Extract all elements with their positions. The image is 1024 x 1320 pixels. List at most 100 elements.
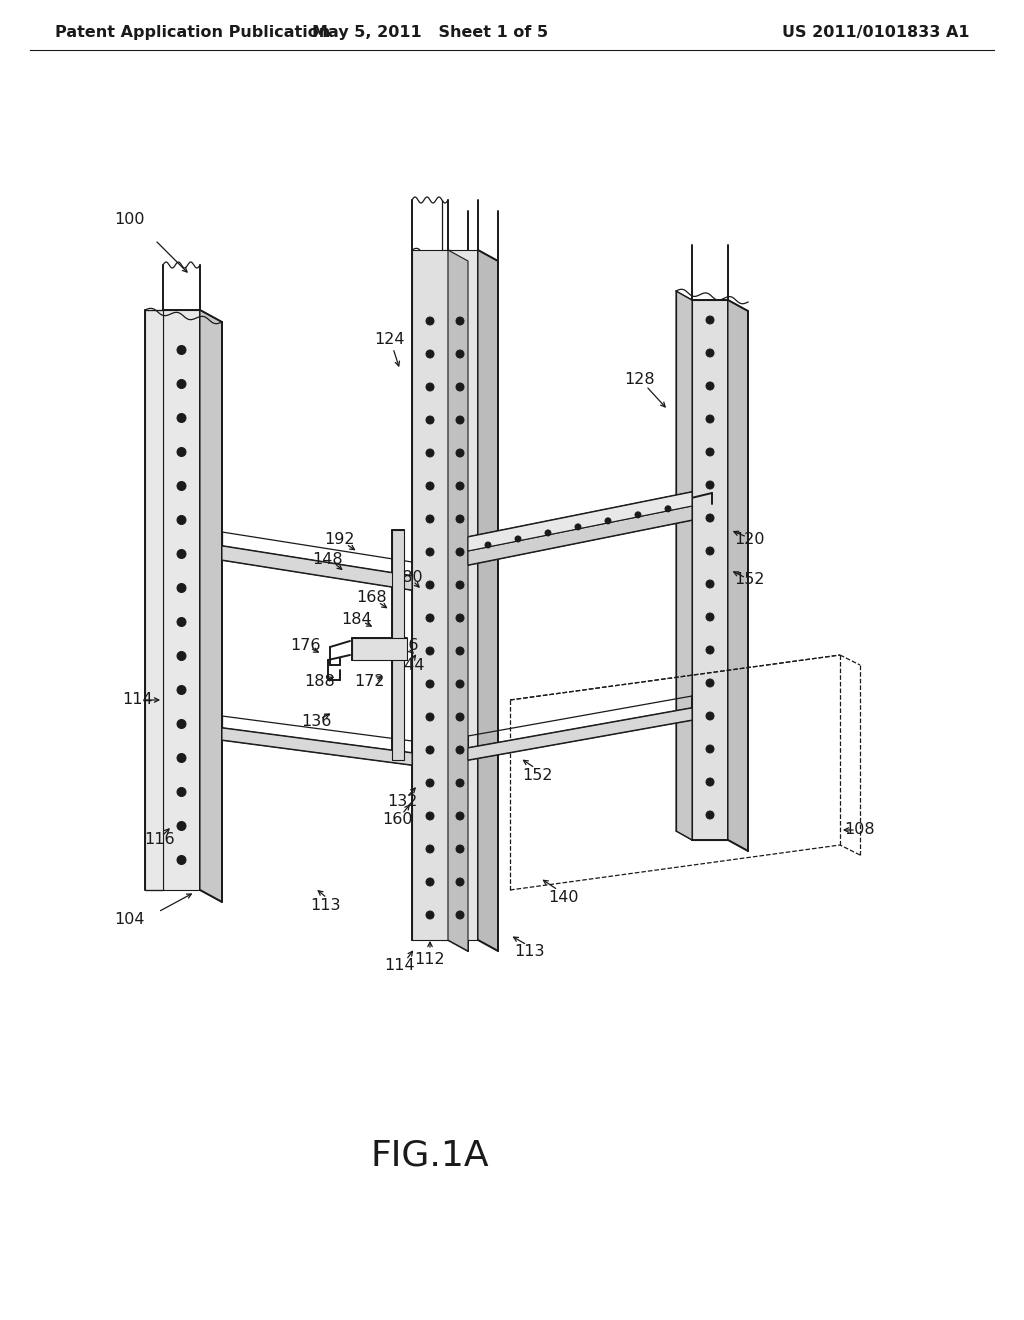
- Polygon shape: [442, 249, 478, 940]
- Circle shape: [373, 645, 381, 653]
- Text: 114: 114: [385, 957, 416, 973]
- Circle shape: [706, 381, 714, 389]
- Circle shape: [177, 346, 186, 355]
- Circle shape: [177, 685, 186, 694]
- Circle shape: [426, 482, 434, 490]
- Circle shape: [177, 618, 186, 627]
- Circle shape: [456, 812, 464, 820]
- Circle shape: [426, 515, 434, 523]
- Text: 136: 136: [301, 714, 331, 730]
- Circle shape: [177, 447, 186, 457]
- Circle shape: [706, 744, 714, 752]
- Circle shape: [456, 878, 464, 886]
- Circle shape: [706, 546, 714, 554]
- Circle shape: [635, 512, 641, 517]
- Text: 184: 184: [342, 612, 373, 627]
- Text: 113: 113: [309, 898, 340, 912]
- Circle shape: [485, 543, 490, 548]
- Circle shape: [456, 416, 464, 424]
- Circle shape: [665, 506, 671, 512]
- Circle shape: [426, 614, 434, 622]
- Polygon shape: [728, 300, 748, 851]
- Text: 188: 188: [304, 675, 336, 689]
- Circle shape: [177, 482, 186, 491]
- Circle shape: [426, 548, 434, 556]
- Circle shape: [388, 645, 396, 653]
- Circle shape: [456, 350, 464, 358]
- Circle shape: [177, 719, 186, 729]
- Polygon shape: [412, 249, 449, 940]
- Text: 128: 128: [625, 372, 655, 388]
- Circle shape: [426, 680, 434, 688]
- Circle shape: [426, 350, 434, 358]
- Circle shape: [426, 845, 434, 853]
- Circle shape: [456, 449, 464, 457]
- Circle shape: [605, 517, 611, 524]
- Text: 140: 140: [548, 890, 579, 904]
- Text: 148: 148: [312, 553, 343, 568]
- Circle shape: [706, 315, 714, 323]
- Text: 144: 144: [394, 657, 425, 672]
- Text: 114: 114: [123, 693, 154, 708]
- Polygon shape: [468, 506, 692, 565]
- Circle shape: [706, 612, 714, 620]
- Circle shape: [706, 480, 714, 488]
- Circle shape: [426, 713, 434, 721]
- Polygon shape: [478, 249, 498, 950]
- Circle shape: [426, 647, 434, 655]
- Circle shape: [706, 645, 714, 653]
- Circle shape: [426, 746, 434, 754]
- Circle shape: [177, 549, 186, 558]
- Text: May 5, 2011   Sheet 1 of 5: May 5, 2011 Sheet 1 of 5: [312, 25, 548, 40]
- Circle shape: [706, 414, 714, 422]
- Text: 112: 112: [415, 953, 445, 968]
- Circle shape: [426, 878, 434, 886]
- Circle shape: [456, 680, 464, 688]
- Circle shape: [426, 317, 434, 325]
- Text: 176: 176: [290, 638, 321, 652]
- Circle shape: [706, 579, 714, 587]
- Polygon shape: [468, 708, 692, 760]
- Circle shape: [426, 911, 434, 919]
- Circle shape: [456, 515, 464, 523]
- Circle shape: [177, 516, 186, 524]
- Circle shape: [456, 482, 464, 490]
- Text: 120: 120: [735, 532, 765, 548]
- Text: Patent Application Publication: Patent Application Publication: [55, 25, 331, 40]
- Polygon shape: [222, 546, 412, 590]
- Text: 104: 104: [115, 912, 145, 928]
- Text: 172: 172: [354, 675, 385, 689]
- Circle shape: [177, 380, 186, 388]
- Circle shape: [456, 581, 464, 589]
- Circle shape: [177, 583, 186, 593]
- Circle shape: [706, 678, 714, 686]
- Circle shape: [456, 647, 464, 655]
- Text: 152: 152: [522, 767, 553, 783]
- Circle shape: [456, 713, 464, 721]
- Circle shape: [706, 810, 714, 818]
- Circle shape: [575, 524, 581, 529]
- Text: 124: 124: [375, 333, 406, 347]
- Polygon shape: [468, 492, 692, 550]
- Text: 152: 152: [735, 573, 765, 587]
- Circle shape: [706, 348, 714, 356]
- Polygon shape: [222, 729, 412, 766]
- Text: 116: 116: [144, 833, 175, 847]
- Circle shape: [426, 383, 434, 391]
- Circle shape: [706, 447, 714, 455]
- Circle shape: [177, 754, 186, 763]
- Polygon shape: [392, 531, 404, 760]
- Circle shape: [456, 845, 464, 853]
- Polygon shape: [352, 638, 407, 660]
- Text: 108: 108: [845, 822, 876, 837]
- Circle shape: [706, 711, 714, 719]
- Circle shape: [426, 416, 434, 424]
- Text: 132: 132: [387, 795, 417, 809]
- Circle shape: [177, 855, 186, 865]
- Circle shape: [545, 529, 551, 536]
- Circle shape: [456, 614, 464, 622]
- Text: FIG.1A: FIG.1A: [371, 1138, 489, 1172]
- Text: 168: 168: [356, 590, 387, 606]
- Text: 196: 196: [388, 638, 418, 652]
- Circle shape: [426, 779, 434, 787]
